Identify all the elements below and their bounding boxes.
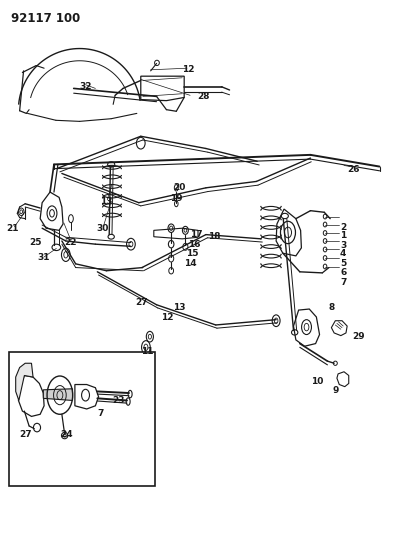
Text: 26: 26 [348,165,360,174]
Text: 32: 32 [79,82,92,91]
Text: 13: 13 [173,303,185,312]
Text: 15: 15 [186,249,198,259]
Text: 7: 7 [97,409,103,418]
Text: 14: 14 [184,259,196,268]
Text: 22: 22 [65,238,77,247]
Text: 31: 31 [37,254,50,262]
Text: 18: 18 [208,232,220,241]
Text: 20: 20 [173,183,186,192]
Text: 30: 30 [96,224,109,233]
Text: 92117 100: 92117 100 [11,12,80,26]
Text: 6: 6 [340,269,346,277]
Text: 16: 16 [188,240,200,249]
Text: 27: 27 [19,430,31,439]
Text: 23: 23 [112,396,124,405]
Text: 11: 11 [141,347,154,356]
Text: 21: 21 [6,224,19,233]
Polygon shape [43,389,72,400]
Text: 29: 29 [353,332,366,341]
Text: 9: 9 [332,386,339,395]
Text: 7: 7 [340,278,346,287]
Text: 8: 8 [328,303,335,312]
Text: 19: 19 [170,194,183,203]
Text: 25: 25 [29,238,42,247]
Text: 12: 12 [182,66,194,74]
Polygon shape [16,364,33,400]
Text: 2: 2 [340,223,346,232]
Text: 28: 28 [198,92,210,101]
Bar [10,352,155,486]
Text: 12: 12 [161,313,173,322]
Text: 17: 17 [190,230,202,239]
Text: 1: 1 [340,231,346,240]
Text: 13: 13 [100,197,113,206]
Text: 24: 24 [61,430,73,439]
Text: 10: 10 [311,377,324,386]
Text: 5: 5 [340,259,346,268]
Text: 3: 3 [340,241,346,250]
Text: 27: 27 [136,298,148,307]
Text: 4: 4 [340,249,346,259]
